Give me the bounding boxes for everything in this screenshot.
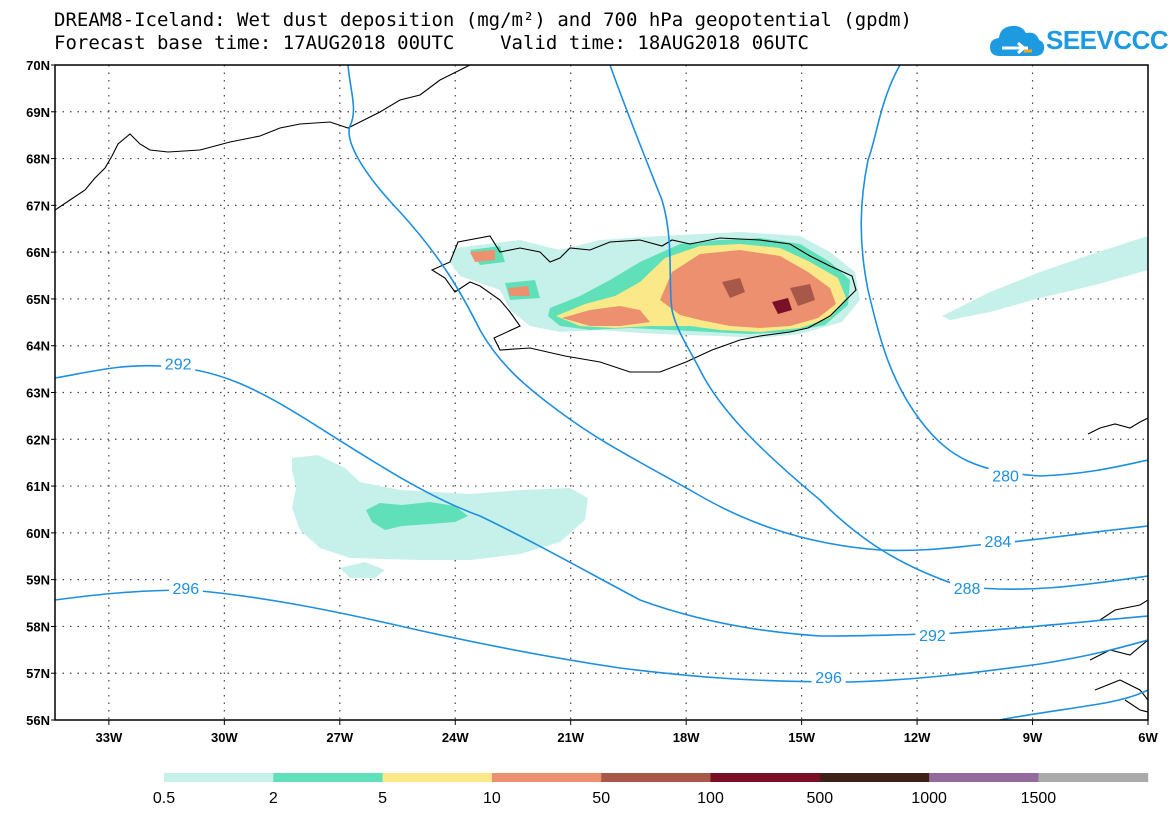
colorbar-swatch: [819, 773, 930, 782]
latitude-label: 62N: [26, 432, 50, 447]
logo-text: SEEVCCC: [1046, 25, 1169, 55]
latitude-label: 60N: [26, 526, 50, 541]
map-title: DREAM8-Iceland: Wet dust deposition (mg/…: [54, 9, 912, 31]
scotland-coastline: [1089, 599, 1148, 713]
latitude-labels: 70N 69N 68N 67N 66N 65N 64N 63N 62N 61N 60N 59N 58N 5…: [26, 58, 50, 728]
colorbar-swatch: [929, 773, 1039, 782]
dust-area-south-small: [340, 562, 385, 578]
forecast-times: Forecast base time: 17AUG2018 00UTC Vali…: [54, 32, 809, 54]
axis-ticks: [51, 64, 1149, 725]
contour-line: [347, 65, 1148, 552]
colorbar-label: 50: [592, 790, 610, 807]
latitude-label: 56N: [26, 713, 50, 728]
faroe-coastline: [1087, 417, 1148, 435]
contour-label: 284: [985, 534, 1012, 551]
contour-label: 280: [992, 469, 1019, 486]
longitude-labels: 33W 30W 27W 24W 21W 18W 15W 12W 9W 6W: [96, 730, 1159, 745]
contour-label: 292: [919, 628, 946, 645]
dust-area-iceland-10: [470, 250, 836, 328]
coastlines: [55, 65, 1148, 713]
colorbar-label: 5: [378, 790, 387, 807]
dust-area-east: [942, 236, 1148, 320]
colorbar-swatch: [491, 773, 602, 782]
latitude-label: 65N: [26, 292, 50, 307]
latitude-label: 59N: [26, 573, 50, 588]
map-plot-area: [55, 65, 1148, 720]
contour-label-halo: [915, 625, 950, 644]
contour-label-halo: [980, 532, 1015, 551]
contour-label-halo: [161, 354, 196, 373]
colorbar-label: 1000: [911, 790, 947, 807]
dust-area-south-2: [366, 502, 468, 530]
longitude-label: 24W: [442, 730, 469, 745]
longitude-label: 33W: [96, 730, 123, 745]
colorbar: [164, 773, 1149, 782]
longitude-label: 21W: [557, 730, 584, 745]
colorbar-swatch: [382, 773, 493, 782]
colorbar-swatch: [273, 773, 384, 782]
longitude-label: 18W: [673, 730, 700, 745]
colorbar-swatch: [164, 773, 274, 782]
latitude-label: 67N: [26, 198, 50, 213]
colorbar-label: 100: [697, 790, 724, 807]
colorbar-labels: 0.5 2 5 10 50 100 500 1000 1500: [153, 790, 1056, 807]
latitude-label: 66N: [26, 245, 50, 260]
wet-dust-deposition-field: [292, 232, 1148, 578]
latitude-label: 69N: [26, 105, 50, 120]
contour-line: [860, 65, 1148, 477]
longitude-label: 6W: [1138, 730, 1158, 745]
latitude-label: 64N: [26, 339, 50, 354]
colorbar-label: 500: [806, 790, 833, 807]
contour-label: 292: [165, 356, 192, 373]
latitude-label: 58N: [26, 619, 50, 634]
contour-label: 296: [815, 670, 842, 687]
contour-line: [999, 689, 1148, 720]
iceland-coastline: [430, 235, 857, 373]
contour-label-halo: [988, 466, 1023, 485]
longitude-label: 15W: [788, 730, 815, 745]
contour-label-halo: [168, 579, 203, 597]
colorbar-label: 10: [483, 790, 501, 807]
contour-label-halo: [950, 579, 985, 597]
longitude-label: 9W: [1023, 730, 1043, 745]
contour-label: 296: [173, 581, 200, 598]
longitude-label: 12W: [904, 730, 931, 745]
colorbar-swatch: [710, 773, 821, 782]
contour-label: 288: [954, 581, 981, 598]
seevccc-logo: SEEVCCC: [988, 18, 1169, 62]
dust-area-iceland-50: [722, 278, 815, 306]
colorbar-label: 1500: [1021, 790, 1057, 807]
latitude-label: 68N: [26, 152, 50, 167]
colorbar-swatch: [1038, 773, 1149, 782]
latitude-label: 57N: [26, 666, 50, 681]
latitude-label: 70N: [26, 58, 50, 73]
colorbar-swatch: [601, 773, 711, 782]
dust-area-iceland-100: [772, 298, 792, 314]
longitude-label: 30W: [211, 730, 238, 745]
colorbar-label: 2: [269, 790, 278, 807]
contour-labels: 292 296 280 284 288 292 296: [161, 354, 1023, 687]
contour-label-halo: [811, 667, 846, 686]
latitude-label: 61N: [26, 479, 50, 494]
colorbar-label: 0.5: [153, 790, 175, 807]
longitude-label: 27W: [326, 730, 353, 745]
greenland-coastline: [55, 65, 471, 211]
latitude-label: 63N: [26, 386, 50, 401]
cloud-icon: [990, 25, 1045, 56]
